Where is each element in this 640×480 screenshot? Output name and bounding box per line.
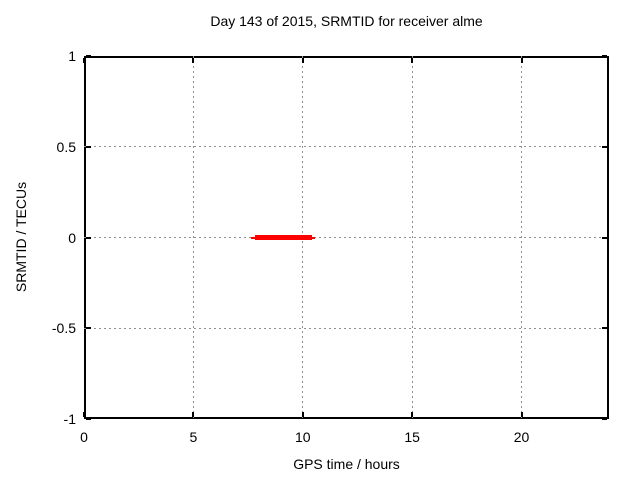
y-tick-right <box>602 145 607 148</box>
y-tick-left <box>86 327 91 330</box>
x-tick-bottom <box>520 412 523 417</box>
y-tick-right <box>602 55 607 57</box>
x-tick-bottom <box>192 412 195 417</box>
x-tick-bottom <box>83 412 85 417</box>
y-tick-label: -0.5 <box>51 320 76 337</box>
y-tick-label: 0.5 <box>56 138 76 155</box>
y-tick-label: 0 <box>68 229 76 246</box>
y-tick-left <box>86 55 91 57</box>
h-gridline <box>84 327 609 329</box>
h-gridline <box>84 237 609 238</box>
y-tick-left <box>86 145 91 148</box>
x-tick-bottom <box>301 412 304 417</box>
x-tick-label: 20 <box>513 429 530 445</box>
x-tick-top <box>301 58 304 63</box>
series-srmtid-segment-main <box>254 235 312 240</box>
x-tick-top <box>520 58 523 63</box>
h-gridline <box>84 146 609 148</box>
v-gridline <box>521 56 522 419</box>
y-tick-left <box>86 236 91 239</box>
x-tick-label: 10 <box>294 429 311 445</box>
x-tick-label: 0 <box>80 429 88 445</box>
x-axis-label: GPS time / hours <box>293 456 400 472</box>
y-tick-left <box>86 418 91 420</box>
x-tick-top <box>411 58 414 63</box>
plot-area: 1 0.5 0 -0.5 -1 0 5 10 15 20 <box>52 48 609 445</box>
x-tick-label: 15 <box>404 429 420 445</box>
x-tick-top <box>192 58 195 63</box>
y-tick-label: -1 <box>63 411 76 427</box>
y-tick-right <box>602 418 607 420</box>
v-gridline <box>411 56 413 419</box>
x-tick-top <box>83 58 85 63</box>
chart-title: Day 143 of 2015, SRMTID for receiver alm… <box>210 13 483 29</box>
y-tick-label: 1 <box>68 48 76 64</box>
x-tick-label: 5 <box>189 429 198 445</box>
x-tick-bottom <box>411 412 414 417</box>
y-tick-right <box>602 327 607 330</box>
v-gridline <box>192 56 194 419</box>
y-tick-right <box>602 236 607 239</box>
